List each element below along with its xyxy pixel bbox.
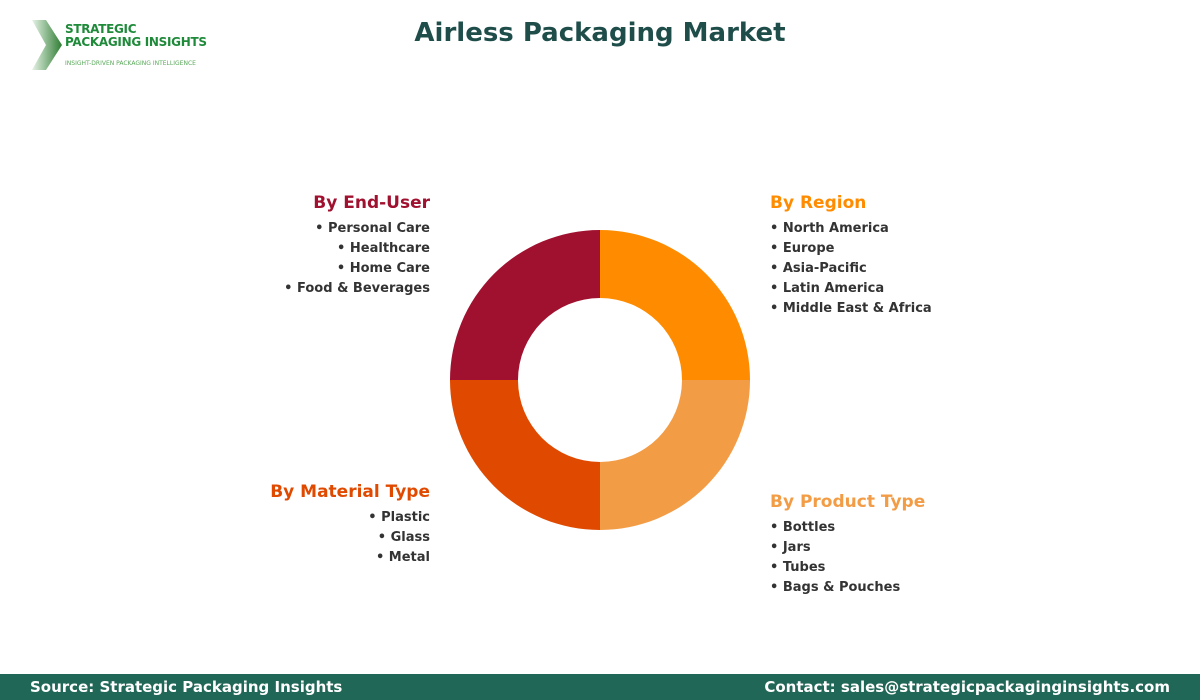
logo-tagline: INSIGHT-DRIVEN PACKAGING INTELLIGENCE: [65, 60, 196, 67]
group-region: By Region • North America • Europe • Asi…: [770, 193, 932, 319]
list-item: • Home Care: [336, 261, 430, 276]
list-item: • Healthcare: [337, 241, 430, 256]
list-item: • Jars: [770, 540, 811, 555]
group-end-user: By End-User • Personal Care • Healthcare…: [284, 193, 430, 299]
list-item: • North America: [770, 221, 889, 236]
list-item: • Metal: [375, 550, 430, 565]
list-item: • Glass: [377, 530, 430, 545]
group-product-type: By Product Type • Bottles • Jars • Tubes…: [770, 492, 925, 598]
list-item: • Bags & Pouches: [770, 580, 901, 595]
group-heading: By Product Type: [770, 492, 926, 512]
footer: Source: Strategic Packaging Insights Con…: [0, 674, 1200, 700]
donut-diagram: [450, 230, 750, 530]
list-item: • Middle East & Africa: [770, 301, 932, 316]
logo-text: STRATEGIC PACKAGING INSIGHTS: [65, 22, 207, 49]
list-item: • Asia-Pacific: [770, 261, 867, 276]
list-item: • Plastic: [368, 510, 430, 525]
footer-contact: Contact: sales@strategicpackaginginsight…: [764, 678, 1170, 696]
page-title: Airless Packaging Market: [414, 18, 786, 48]
segment-end-user: [450, 230, 600, 380]
footer-source: Source: Strategic Packaging Insights: [30, 678, 343, 696]
group-material-type: By Material Type • Plastic • Glass • Met…: [270, 482, 430, 568]
list-item: • Tubes: [770, 560, 826, 575]
logo: STRATEGIC PACKAGING INSIGHTS INSIGHT-DRIV…: [32, 18, 212, 73]
group-heading: By Region: [770, 193, 867, 213]
list-item: • Latin America: [770, 281, 885, 296]
group-heading: By Material Type: [270, 482, 430, 502]
list-item: • Food & Beverages: [284, 281, 430, 296]
list-item: • Personal Care: [315, 221, 430, 236]
list-item: • Bottles: [770, 520, 836, 535]
logo-chevron-icon: [32, 20, 62, 70]
segment-material-type: [450, 380, 600, 530]
list-item: • Europe: [770, 241, 835, 256]
group-heading: By End-User: [313, 193, 430, 213]
segment-product-type: [600, 380, 750, 530]
segment-region: [600, 230, 750, 380]
